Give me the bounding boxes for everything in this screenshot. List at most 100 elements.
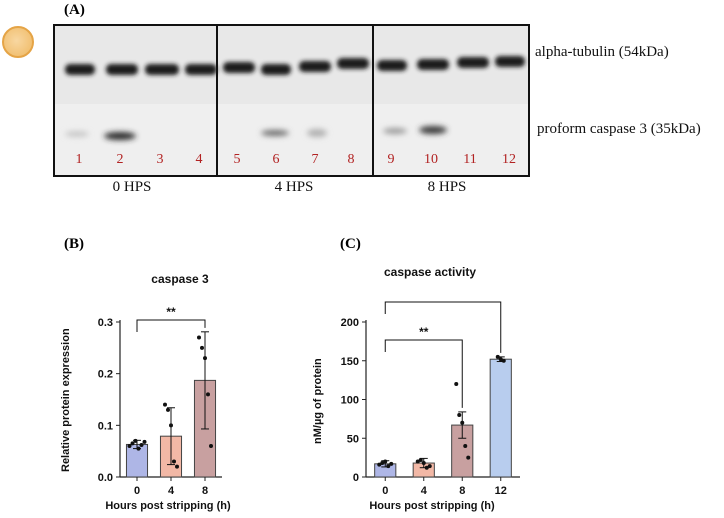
data-point xyxy=(175,464,179,469)
tubulin-band xyxy=(261,64,291,75)
lane-number: 7 xyxy=(311,152,319,167)
lane-number: 3 xyxy=(156,152,164,167)
caspase-band xyxy=(383,128,407,134)
data-point xyxy=(463,444,468,448)
band-label-tubulin: alpha-tubulin (54kDa) xyxy=(535,44,669,60)
data-point xyxy=(197,335,201,340)
chart-c-title: caspase activity xyxy=(383,265,477,279)
x-tick-label: 8 xyxy=(459,485,465,497)
tubulin-band xyxy=(299,61,331,72)
significance-label: ** xyxy=(166,305,176,319)
lane-number: 2 xyxy=(116,152,124,167)
group-label-8hps: 8 HPS xyxy=(427,179,467,195)
western-blot: 1 2 3 4 5 6 7 8 9 10 11 12 xyxy=(53,24,530,177)
data-point xyxy=(172,459,176,464)
significance-bracket xyxy=(384,339,463,408)
lane-number: 1 xyxy=(75,152,83,167)
caspase-band xyxy=(104,132,136,140)
data-point xyxy=(457,413,462,417)
lane-number: 6 xyxy=(272,152,280,167)
panel-c-label: (C) xyxy=(340,236,361,252)
caspase-band xyxy=(307,129,327,137)
panel-b-label: (B) xyxy=(64,236,84,252)
y-tick-label: 100 xyxy=(341,395,359,407)
panel-a-label: (A) xyxy=(64,2,85,18)
chart-c-xlabel: Hours post stripping (h) xyxy=(369,500,495,512)
data-point xyxy=(130,441,135,446)
caspase-band xyxy=(419,126,447,134)
tubulin-band xyxy=(377,60,407,71)
data-point xyxy=(206,392,210,397)
orange-circle-icon xyxy=(2,26,34,58)
tubulin-band xyxy=(106,64,138,75)
data-point xyxy=(466,455,471,460)
tubulin-band xyxy=(337,58,369,69)
lane-number: 4 xyxy=(195,152,203,167)
bar xyxy=(489,358,512,478)
y-tick-label: 150 xyxy=(341,356,359,368)
data-point xyxy=(209,444,213,448)
tubulin-band xyxy=(65,64,95,75)
significance-bracket xyxy=(136,319,206,332)
data-point xyxy=(163,402,167,407)
data-point xyxy=(377,462,382,467)
significance-label: *** xyxy=(436,300,450,301)
significance-label: ** xyxy=(419,325,429,339)
data-point xyxy=(421,461,426,466)
lane-number: 10 xyxy=(424,152,438,167)
significance-bracket xyxy=(384,301,502,353)
tubulin-band xyxy=(417,59,449,70)
lane-number: 8 xyxy=(347,152,355,167)
data-point xyxy=(380,461,385,466)
tubulin-band xyxy=(145,64,179,75)
data-point xyxy=(203,356,207,361)
tubulin-band xyxy=(185,64,217,75)
x-tick-label: 0 xyxy=(382,485,388,497)
data-point xyxy=(386,464,391,469)
data-point xyxy=(139,442,144,447)
tubulin-band xyxy=(495,56,525,67)
data-point xyxy=(169,423,173,428)
data-point xyxy=(501,358,506,363)
y-tick-label: 0.1 xyxy=(98,420,113,432)
data-point xyxy=(495,354,500,359)
y-tick-label: 0.2 xyxy=(98,369,113,381)
caspase-band xyxy=(65,131,89,137)
data-point xyxy=(415,459,420,464)
data-point xyxy=(427,464,432,469)
lane-number: 11 xyxy=(463,152,477,167)
data-point xyxy=(424,465,429,470)
y-tick-label: 50 xyxy=(347,433,359,445)
data-point xyxy=(460,420,465,425)
data-point xyxy=(454,382,459,386)
data-point xyxy=(389,461,394,466)
data-point xyxy=(166,407,170,412)
lane-number: 12 xyxy=(502,152,516,167)
x-tick-label: 4 xyxy=(421,485,428,497)
chart-b-title: caspase 3 xyxy=(151,272,209,286)
data-point xyxy=(142,439,147,444)
y-tick-label: 0 xyxy=(353,472,359,484)
chart-b-xlabel: Hours post stripping (h) xyxy=(105,500,231,512)
x-tick-label: 0 xyxy=(134,485,140,497)
lane-number: 9 xyxy=(387,152,395,167)
x-tick-label: 12 xyxy=(495,485,507,497)
group-label-0hps: 0 HPS xyxy=(112,179,152,195)
tubulin-band xyxy=(457,57,489,68)
chart-b: 0.0 0.1 0.2 0.3 0 4 8 ** xyxy=(98,305,222,497)
tubulin-band xyxy=(223,62,255,73)
y-tick-label: 0.0 xyxy=(98,472,113,484)
band-label-caspase: proform caspase 3 (35kDa) xyxy=(537,121,701,137)
data-point xyxy=(133,438,138,443)
data-point xyxy=(383,459,388,464)
data-point xyxy=(498,357,503,362)
blot-image xyxy=(55,26,528,175)
data-point xyxy=(418,457,423,462)
x-tick-label: 4 xyxy=(168,485,175,497)
lane-number: 5 xyxy=(233,152,241,167)
y-tick-label: 200 xyxy=(341,317,359,329)
x-tick-label: 8 xyxy=(202,485,208,497)
group-label-4hps: 4 HPS xyxy=(274,179,314,195)
y-tick-label: 0.3 xyxy=(98,317,113,329)
